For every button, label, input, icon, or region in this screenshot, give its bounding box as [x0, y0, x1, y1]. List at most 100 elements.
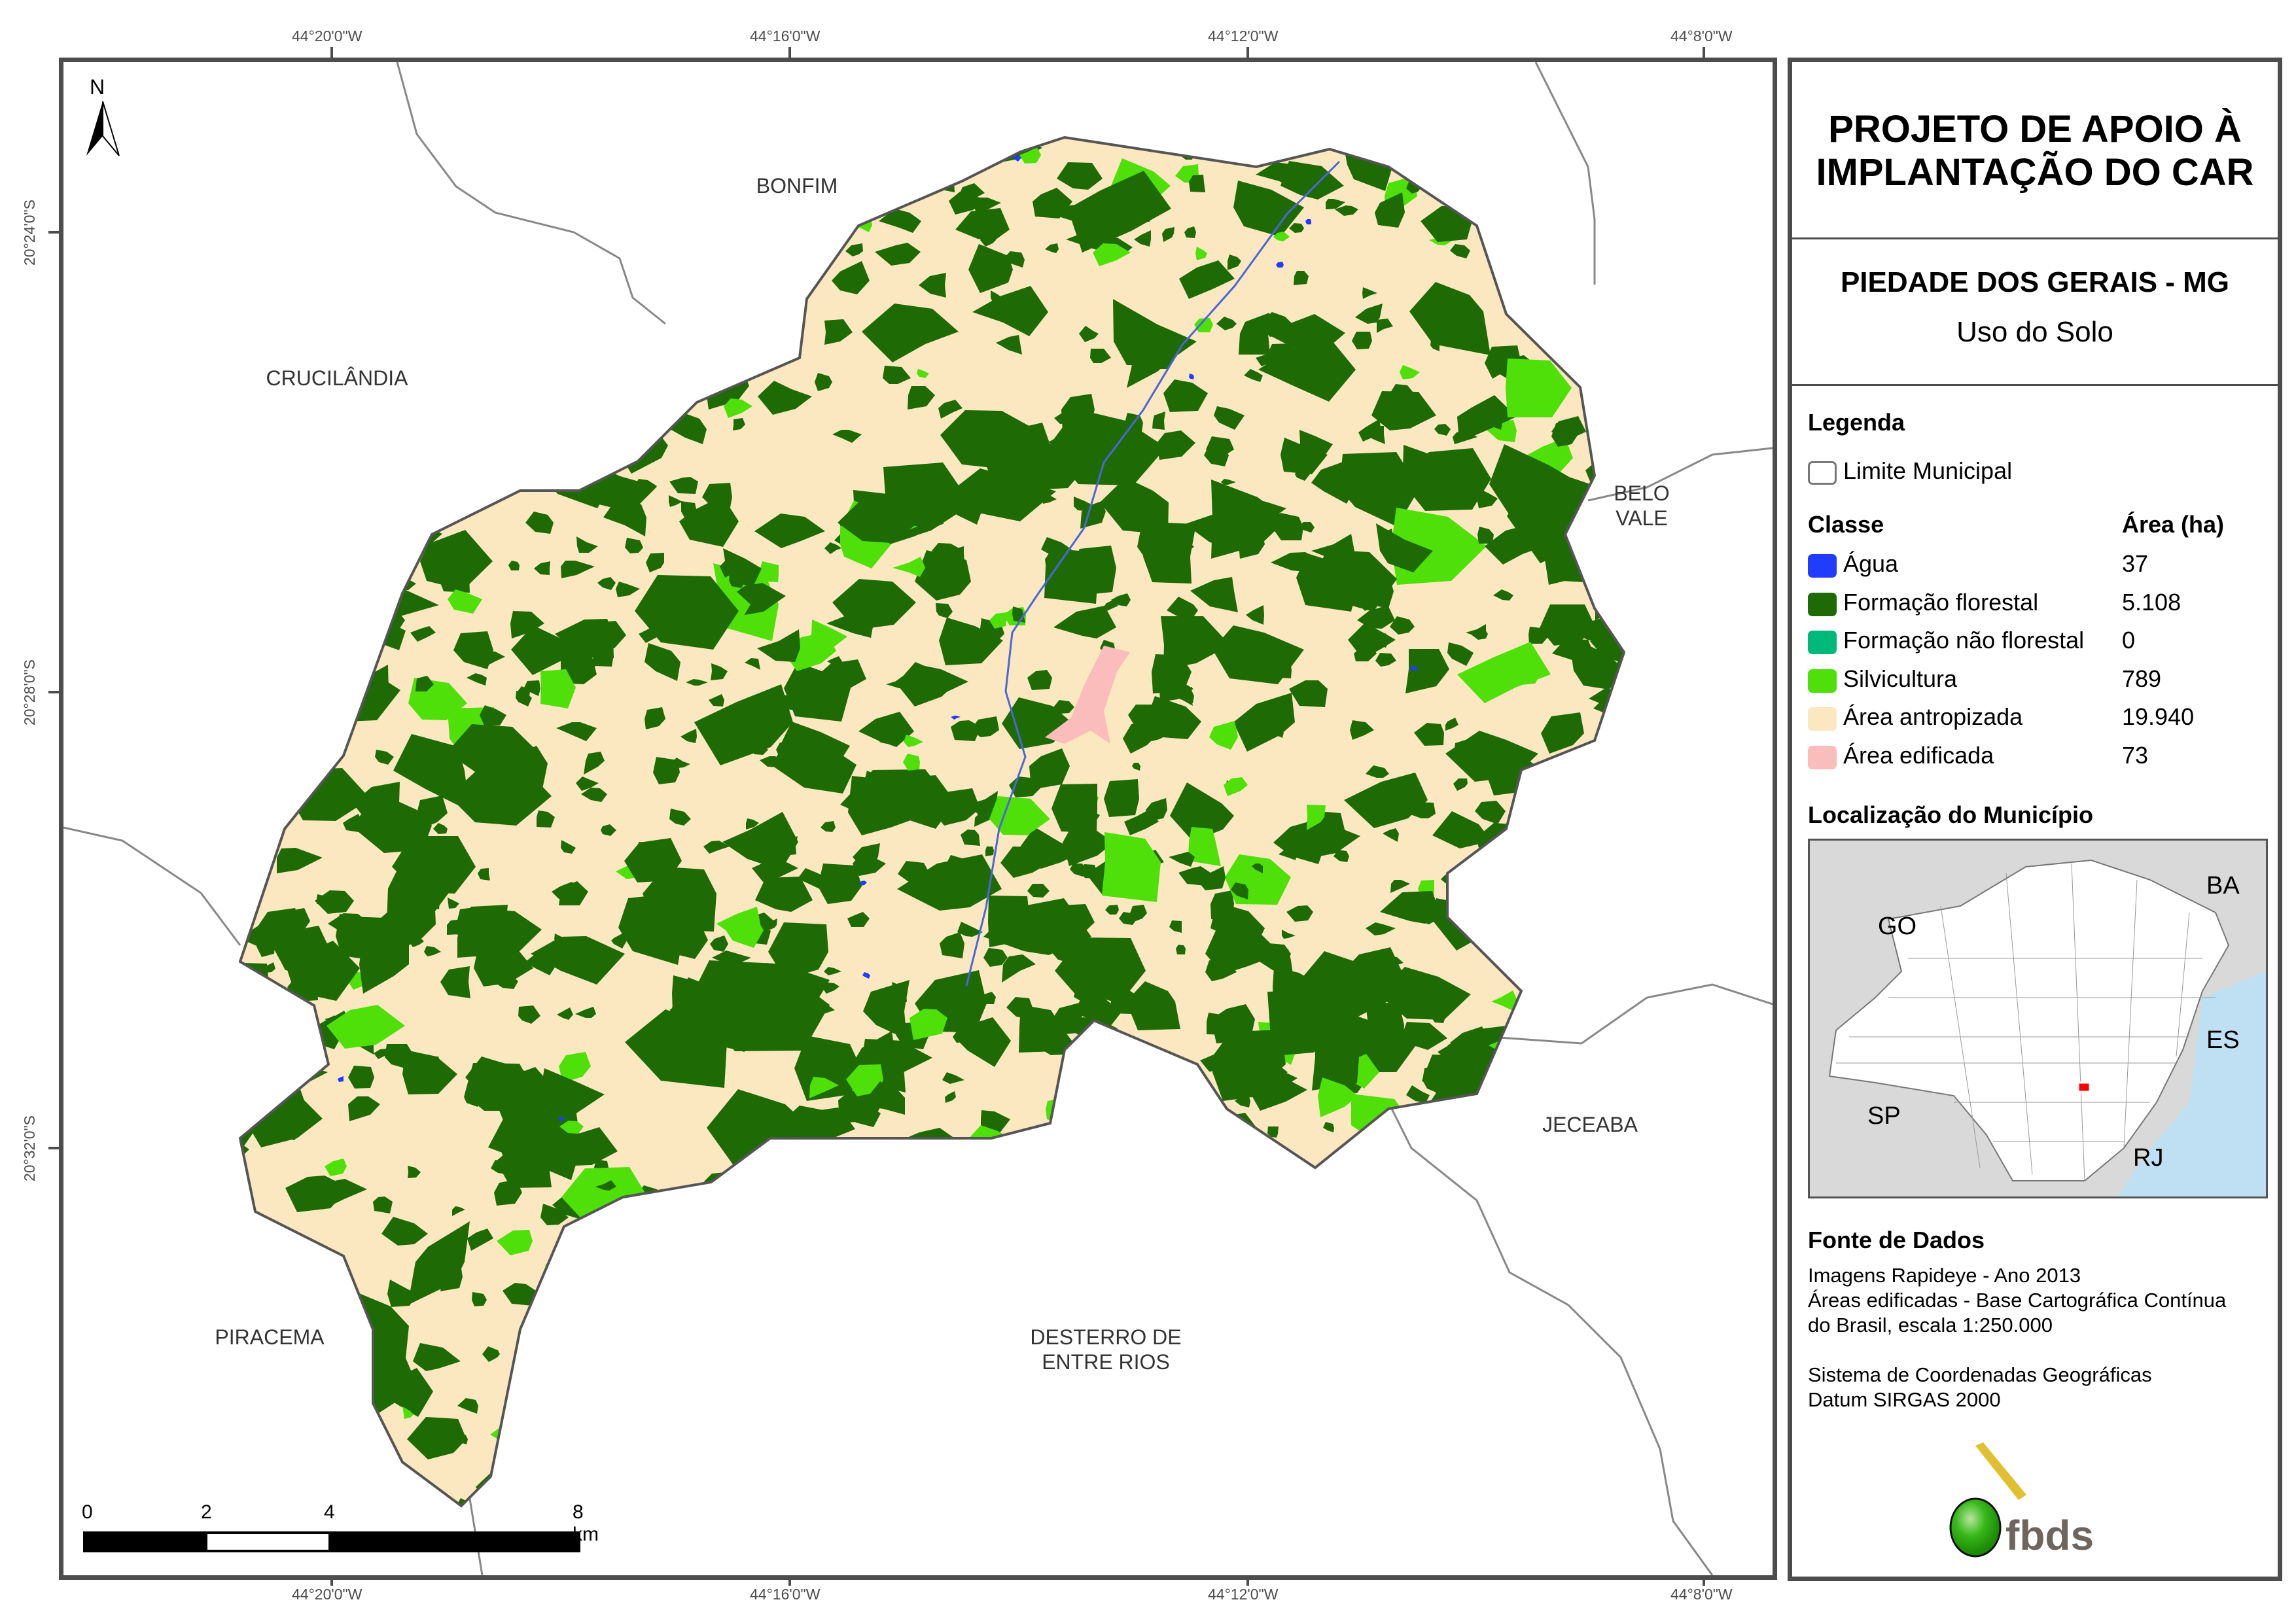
land-use-patch [1347, 1442, 1386, 1471]
land-use-patch [1026, 1251, 1065, 1273]
class-label: Formação florestal [1843, 588, 2039, 616]
location-heading: Localização do Município [1808, 801, 2094, 828]
land-use-patch [1406, 1085, 1430, 1103]
land-use-patch [526, 405, 548, 421]
land-use-patch [1425, 1083, 1506, 1138]
land-use-patch [1453, 778, 1468, 791]
land-use-patch [1646, 532, 1695, 574]
land-use-patch [482, 1346, 500, 1362]
land-use-patch [1188, 827, 1221, 866]
land-use-patch [883, 366, 911, 384]
land-use-patch [595, 194, 615, 207]
land-use-patch [1455, 1329, 1513, 1365]
land-use-patch [1311, 1344, 1352, 1376]
land-use-patch [576, 777, 599, 791]
land-use-patch [584, 752, 605, 775]
legend-row: Água 37 [1808, 550, 2266, 579]
land-use-patch [1245, 1222, 1279, 1244]
land-use-patch [757, 629, 800, 662]
land-use-patch [437, 559, 470, 593]
land-use-patch [1595, 601, 1617, 620]
longitude-label-bottom: 44°20'0"W [292, 1586, 362, 1603]
land-use-patch [664, 1240, 694, 1266]
land-use-patch [1561, 1277, 1570, 1288]
land-use-patch [733, 418, 745, 430]
land-use-patch [1286, 1384, 1294, 1390]
land-use-patch [1075, 1211, 1111, 1239]
land-use-patch [792, 1350, 849, 1388]
land-use-patch [576, 171, 594, 184]
land-use-patch [1613, 702, 1624, 725]
land-use-patch [380, 398, 443, 440]
land-use-patch [1629, 205, 1703, 243]
land-use-patch [1391, 137, 1445, 162]
land-use-patch [815, 1217, 832, 1236]
land-use-patch [1413, 1268, 1449, 1295]
land-use-patch [1098, 1412, 1159, 1457]
land-use-patch [249, 280, 281, 308]
land-use-patch [266, 1074, 292, 1089]
land-use-patch [1258, 337, 1356, 402]
land-use-patch [1074, 996, 1122, 1030]
land-use-patch [1158, 1490, 1174, 1505]
land-use-patch [811, 620, 847, 654]
land-use-patch [277, 848, 323, 873]
tick [48, 231, 59, 234]
land-use-patch [268, 797, 277, 805]
land-use-patch [824, 542, 841, 554]
land-use-patch [251, 270, 264, 283]
land-use-patch [867, 1081, 905, 1115]
land-use-patch [1513, 1088, 1551, 1112]
land-use-patch [433, 209, 451, 218]
land-use-patch [1547, 1303, 1568, 1314]
land-use-patch [1114, 1262, 1129, 1281]
class-area: 73 [2122, 741, 2149, 769]
land-use-patch [631, 1317, 654, 1332]
land-use-patch [832, 1418, 849, 1430]
land-use-patch [669, 809, 691, 826]
land-use-patch [1443, 467, 1458, 478]
map-frame[interactable]: N BONFIM CRUCILÂNDIA BELO VALE JECEABA D… [59, 58, 1777, 1580]
land-use-patch [203, 1406, 226, 1420]
land-use-patch [877, 731, 891, 744]
land-use-patch [1019, 1138, 1110, 1208]
land-use-patch [472, 1292, 487, 1306]
land-use-patch [510, 374, 552, 416]
class-label: Água [1843, 550, 1899, 577]
land-use-patch [724, 199, 747, 219]
land-use-patch [1496, 873, 1513, 888]
land-use-patch [1632, 1050, 1650, 1069]
land-use-patch [297, 548, 313, 563]
land-use-patch [1258, 949, 1294, 979]
land-use-patch [1230, 1417, 1248, 1429]
land-use-patch [1559, 1511, 1603, 1539]
land-use-patch [911, 1338, 951, 1365]
land-use-patch [1271, 1263, 1290, 1280]
land-use-patch [908, 386, 935, 410]
land-use-patch [1366, 1185, 1441, 1231]
land-use-patch [569, 1488, 585, 1500]
land-use-patch [1120, 1408, 1174, 1429]
land-use-patch [688, 1463, 738, 1506]
land-use-patch [510, 611, 544, 638]
land-use-patch [1550, 309, 1621, 357]
land-use-patch [673, 224, 692, 239]
land-use-patch [1344, 773, 1428, 828]
land-use-patch [1568, 1412, 1610, 1433]
land-use-patch [930, 1397, 1012, 1461]
land-use-patch [760, 873, 776, 882]
land-use-patch [1168, 1408, 1183, 1421]
source-heading: Fonte de Dados [1808, 1227, 1985, 1253]
land-use-patch [1162, 227, 1174, 242]
land-use-patch [243, 762, 261, 775]
land-use-patch [1409, 1258, 1425, 1272]
land-use-patch [200, 1384, 236, 1410]
land-use-patch [907, 1189, 930, 1210]
land-use-patch [1064, 1450, 1126, 1506]
land-use-patch [1043, 1295, 1075, 1314]
land-use-patch [1001, 1173, 1031, 1190]
land-use-patch [1116, 1397, 1157, 1439]
land-use-patch [243, 774, 281, 809]
land-use-patch [433, 823, 448, 834]
longitude-label-top: 44°20'0"W [292, 27, 362, 44]
